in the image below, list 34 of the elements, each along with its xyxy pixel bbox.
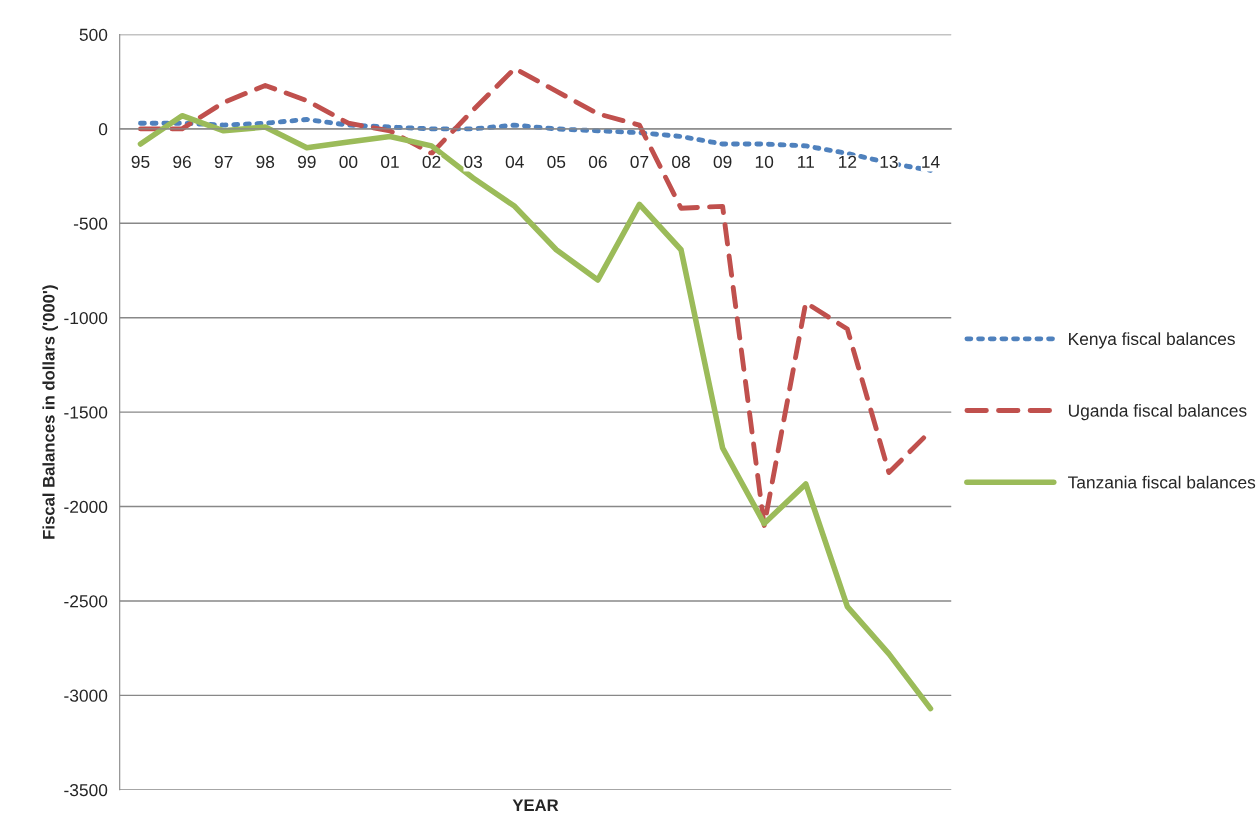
x-tick-label: 03 [464, 155, 483, 169]
x-tick-label: 08 [672, 155, 690, 169]
x-tick-label: 07 [630, 155, 649, 169]
y-tick-label: -2500 [64, 595, 108, 608]
text: Uganda fiscal balances [1068, 404, 1247, 421]
text: Kenya fiscal balances [1069, 332, 1235, 349]
x-tick-label: 00 [339, 155, 358, 169]
x-tick-label: 04 [505, 155, 524, 169]
x-tick-label: 98 [256, 155, 275, 169]
x-tick-label: 99 [297, 155, 316, 169]
x-tick-label: 95 [131, 155, 150, 169]
y-tick-label: -3500 [64, 783, 108, 797]
x-tick-label: 13 [880, 155, 898, 169]
x-tick-label: 11 [798, 155, 814, 168]
x-tick-label: 10 [755, 155, 774, 169]
y-tick-label: -3000 [64, 689, 108, 702]
y-tick-label: -1500 [64, 406, 108, 419]
y-tick-label: 0 [98, 123, 108, 136]
x-axis-title: YEAR [512, 799, 559, 811]
x-tick-label: 02 [422, 155, 441, 169]
y-tick-label: -2000 [64, 500, 108, 514]
x-tick-label: 09 [713, 155, 732, 169]
y-tick-label: 500 [79, 28, 108, 41]
x-tick-label: 14 [922, 155, 940, 168]
x-tick-label: 06 [588, 155, 607, 169]
y-axis-title: Fiscal Balances in dollars ('000') [42, 285, 58, 539]
x-tick-label: 01 [380, 155, 399, 169]
text: Tanzania fiscal balances [1068, 475, 1256, 489]
x-tick-label: 96 [173, 155, 191, 169]
x-tick-label: 05 [547, 155, 566, 169]
x-tick-label: 97 [214, 155, 233, 169]
y-tick-label: -1000 [64, 311, 108, 325]
x-tick-label: 12 [839, 155, 857, 168]
y-tick-label: -500 [73, 217, 108, 230]
